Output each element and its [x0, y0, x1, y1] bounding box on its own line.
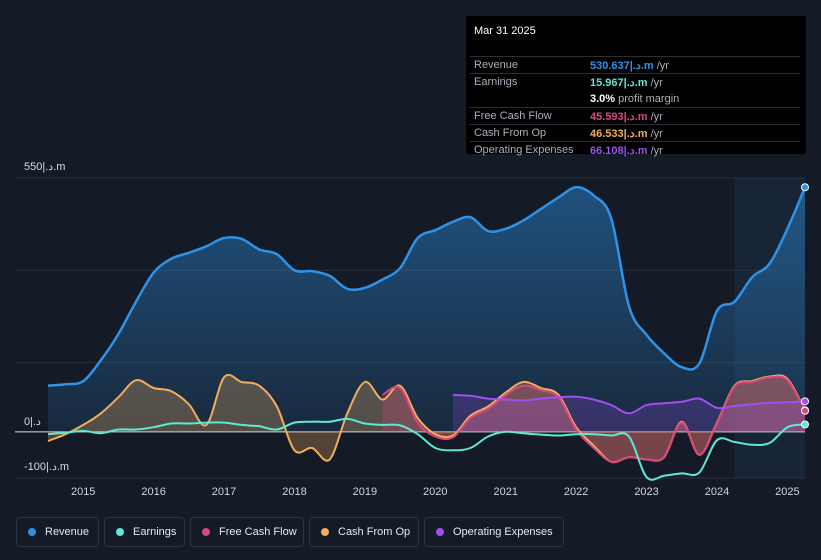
tooltip-value: 66.108|.د.m /yr [590, 145, 663, 157]
legend-label: Revenue [45, 526, 90, 538]
tooltip-panel: Mar 31 2025 Revenue 530.637|.د.m /yr Ear… [466, 16, 806, 157]
x-tick-label: 2023 [634, 486, 658, 498]
area-revenue [48, 187, 805, 432]
series-areas [48, 187, 805, 463]
endpoint-operating-expenses [801, 397, 809, 406]
endpoint-free-cash-flow [801, 406, 809, 415]
x-tick-label: 2015 [71, 486, 95, 498]
tooltip-label: Operating Expenses [474, 144, 574, 156]
area-free-cash-flow [382, 376, 805, 463]
y-label-top: 550|.د.m [24, 161, 65, 173]
series-endpoints [801, 183, 809, 429]
legend-item-free-cash-flow[interactable]: Free Cash Flow [190, 517, 304, 547]
legend-label: Operating Expenses [453, 526, 553, 538]
x-tick-label: 2020 [423, 486, 447, 498]
endpoint-revenue [801, 183, 809, 192]
tooltip-row-operating-expenses: Operating Expenses 66.108|.د.m /yr [466, 141, 806, 158]
tooltip-row-revenue: Revenue 530.637|.د.m /yr [466, 56, 806, 73]
tooltip-label: Cash From Op [474, 127, 547, 139]
line-revenue [47, 185, 807, 387]
line-operating-expenses [452, 393, 806, 415]
legend-dot-icon [436, 528, 444, 536]
x-tick-label: 2022 [564, 486, 588, 498]
line-free-cash-flow [381, 375, 806, 464]
legend-label: Free Cash Flow [219, 526, 297, 538]
tooltip-row-profit-margin: 3.0% profit margin [466, 90, 806, 107]
y-label-bottom: -100|.د.m [24, 461, 69, 473]
x-tick-label: 2018 [282, 486, 306, 498]
endpoint-earnings [801, 420, 809, 429]
tooltip-value: 530.637|.د.m /yr [590, 60, 669, 72]
tooltip-label: Earnings [474, 76, 518, 88]
legend-item-cash-from-op[interactable]: Cash From Op [309, 517, 419, 547]
x-tick-label: 2025 [775, 486, 799, 498]
tooltip-row-free-cash-flow: Free Cash Flow 45.593|.د.m /yr [466, 107, 806, 124]
legend-item-operating-expenses[interactable]: Operating Expenses [424, 517, 564, 547]
line-earnings [47, 417, 806, 481]
tooltip-value: 3.0% profit margin [590, 93, 680, 105]
tooltip-date: Mar 31 2025 [474, 25, 536, 37]
tooltip-value: 15.967|.د.m /yr [590, 77, 663, 89]
tooltip-row-cash-from-op: Cash From Op 46.533|.د.m /yr [466, 124, 806, 141]
y-label-zero: 0|.د [24, 416, 41, 428]
legend-dot-icon [116, 528, 124, 536]
x-tick-label: 2019 [353, 486, 377, 498]
x-axis-ticks: 2015 2016 2017 2018 2019 2020 2021 2022 2023 2024… [71, 486, 800, 498]
legend-dot-icon [202, 528, 210, 536]
series-lines [47, 185, 807, 481]
legend-item-revenue[interactable]: Revenue [16, 517, 99, 547]
tooltip-value: 46.533|.د.m /yr [590, 128, 663, 140]
area-cash-from-op [48, 374, 805, 463]
tooltip-label: Revenue [474, 59, 519, 71]
legend-item-earnings[interactable]: Earnings [104, 517, 185, 547]
tooltip-row-earnings: Earnings 15.967|.د.m /yr [466, 73, 806, 90]
x-tick-label: 2021 [493, 486, 517, 498]
tooltip-label: Free Cash Flow [474, 110, 552, 122]
legend-label: Earnings [133, 526, 177, 538]
legend-label: Cash From Op [338, 526, 411, 538]
legend-dot-icon [28, 528, 36, 536]
legend-dot-icon [321, 528, 329, 536]
x-tick-label: 2024 [705, 486, 729, 498]
x-tick-label: 2016 [141, 486, 165, 498]
x-tick-label: 2017 [212, 486, 236, 498]
tooltip-value: 45.593|.د.m /yr [590, 111, 663, 123]
